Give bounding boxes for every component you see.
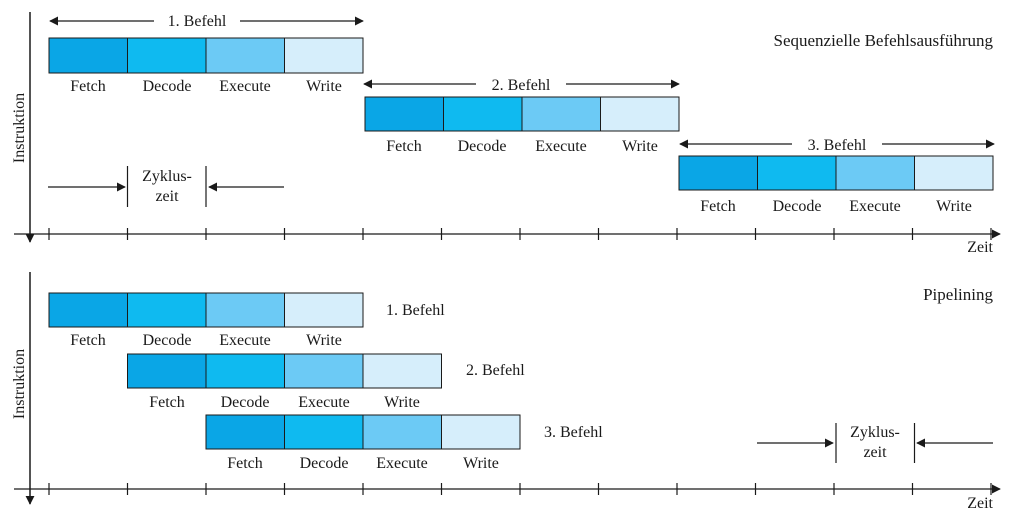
execute-stage-label: Execute — [535, 138, 587, 155]
write-stage-label: Write — [306, 332, 342, 349]
fetch-stage-box — [678, 155, 758, 191]
pipelining-cycle-time-indicator: Zyklus- zeit — [757, 423, 993, 463]
fetch-stage-label: Fetch — [70, 332, 106, 349]
instruction-1-label: 1. Befehl — [386, 302, 445, 319]
decode-stage-label: Decode — [143, 332, 192, 349]
pipelining-y-label: Instruktion — [11, 349, 28, 419]
decode-stage-label: Decode — [221, 394, 270, 411]
pipelining-instruction-1: 1. Befehl Fetch Decode Execute Write — [48, 292, 445, 349]
fetch-stage-box — [48, 37, 128, 74]
fetch-stage-box — [127, 353, 207, 389]
sequential-x-label: Zeit — [967, 239, 993, 256]
execute-stage-box — [521, 96, 601, 132]
execute-stage-label: Execute — [298, 394, 350, 411]
decode-stage-box — [284, 414, 364, 450]
execute-stage-label: Execute — [219, 332, 271, 349]
decode-stage-box — [127, 292, 207, 328]
fetch-stage-label: Fetch — [227, 455, 263, 472]
sequential-section: Sequenzielle Befehlsausführung Instrukti… — [11, 11, 1001, 256]
cycle-time-label-line1: Zyklus- — [142, 168, 192, 185]
execute-stage-label: Execute — [849, 198, 901, 215]
execute-stage-box — [362, 414, 442, 450]
write-stage-box — [600, 96, 680, 132]
fetch-stage-box — [48, 292, 128, 328]
write-stage-label: Write — [306, 78, 342, 95]
decode-stage-box — [443, 96, 523, 132]
pipelining-instruction-2: 2. Befehl Fetch Decode Execute Write — [127, 353, 525, 411]
fetch-stage-box — [205, 414, 285, 450]
decode-stage-box — [205, 353, 285, 389]
instruction-2-label: 2. Befehl — [492, 77, 551, 94]
sequential-title: Sequenzielle Befehlsausführung — [773, 31, 993, 50]
cycle-time-label-line2: zeit — [863, 444, 887, 461]
decode-stage-label: Decode — [300, 455, 349, 472]
sequential-time-ticks — [48, 228, 992, 240]
execute-stage-label: Execute — [376, 455, 428, 472]
execute-stage-box — [205, 37, 285, 74]
execute-stage-box — [205, 292, 285, 328]
write-stage-box — [914, 155, 994, 191]
decode-stage-label: Decode — [773, 198, 822, 215]
sequential-instruction-2: 2. Befehl Fetch Decode Execute Write — [363, 74, 680, 155]
fetch-stage-label: Fetch — [700, 198, 736, 215]
decode-stage-label: Decode — [458, 138, 507, 155]
fetch-stage-box — [364, 96, 444, 132]
fetch-stage-label: Fetch — [70, 78, 106, 95]
execute-stage-box — [835, 155, 915, 191]
write-stage-box — [284, 37, 364, 74]
decode-stage-box — [127, 37, 207, 74]
execute-stage-label: Execute — [219, 78, 271, 95]
decode-stage-label: Decode — [143, 78, 192, 95]
decode-stage-box — [757, 155, 837, 191]
cycle-time-label-line2: zeit — [155, 188, 179, 205]
write-stage-label: Write — [463, 455, 499, 472]
instruction-1-label: 1. Befehl — [168, 13, 227, 30]
sequential-instruction-1: 1. Befehl Fetch Decode Execute Write — [48, 11, 364, 95]
pipelining-instruction-3: 3. Befehl Fetch Decode Execute Write — [205, 414, 603, 472]
write-stage-label: Write — [936, 198, 972, 215]
instruction-3-label: 3. Befehl — [808, 137, 867, 154]
write-stage-box — [284, 292, 364, 328]
write-stage-box — [362, 353, 442, 389]
sequential-instruction-3: 3. Befehl Fetch Decode Execute Write — [678, 134, 995, 215]
pipelining-section: Pipelining Instruktion Zeit 1. Befehl Fe… — [11, 272, 1001, 512]
pipelining-time-ticks — [48, 483, 992, 495]
sequential-y-label: Instruktion — [11, 93, 28, 163]
pipelining-title: Pipelining — [923, 285, 993, 304]
write-stage-box — [441, 414, 521, 450]
fetch-stage-label: Fetch — [386, 138, 422, 155]
instruction-3-label: 3. Befehl — [544, 424, 603, 441]
execute-stage-box — [284, 353, 364, 389]
instruction-2-label: 2. Befehl — [466, 362, 525, 379]
cycle-time-label-line1: Zyklus- — [850, 424, 900, 441]
write-stage-label: Write — [384, 394, 420, 411]
write-stage-label: Write — [622, 138, 658, 155]
sequential-cycle-time-indicator: Zyklus- zeit — [48, 166, 284, 207]
fetch-stage-label: Fetch — [149, 394, 185, 411]
pipelining-x-label: Zeit — [967, 495, 993, 512]
